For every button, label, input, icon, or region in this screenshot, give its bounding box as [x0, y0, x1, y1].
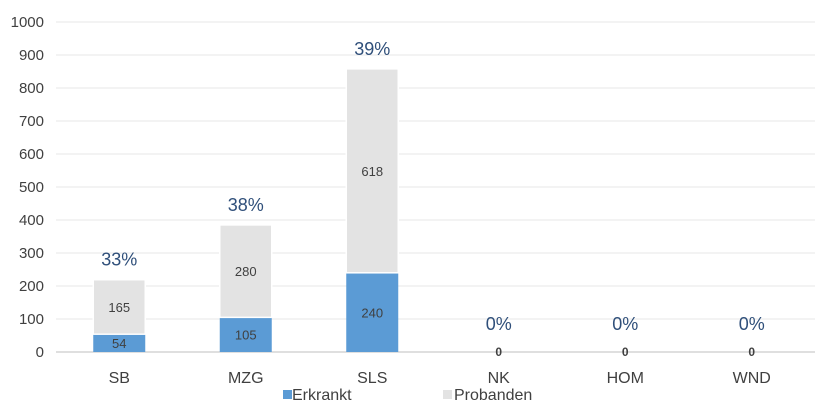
data-labels: 54 165 33% 105 280 38% 240 618 39% 0 0% 0 0% 0 0%: [101, 39, 765, 359]
bar-probanden: [219, 224, 273, 319]
gridlines: [56, 21, 815, 320]
x-axis: SB MZG SLS NK HOM WND: [109, 370, 771, 387]
data-label-erkrankt: 0: [495, 345, 502, 359]
data-label-probanden: 280: [235, 264, 257, 279]
y-tick-label: 1000: [11, 14, 44, 31]
y-axis: 0 100 200 300 400 500 600 700 800 900 1000: [11, 14, 815, 361]
data-label-erkrankt: 105: [235, 328, 257, 343]
x-tick-label: HOM: [607, 370, 644, 387]
y-tick-label: 900: [19, 47, 44, 64]
legend-label: Erkrankt: [292, 387, 352, 404]
y-tick-label: 100: [19, 311, 44, 328]
bars: [92, 68, 399, 352]
bar-erkrankt: [93, 334, 146, 352]
bar-probanden: [92, 278, 146, 335]
y-tick-label: 800: [19, 80, 44, 97]
percent-label: 33%: [101, 250, 137, 270]
y-tick-label: 400: [19, 212, 44, 229]
y-tick-label: 700: [19, 113, 44, 130]
data-label-erkrankt: 0: [622, 345, 629, 359]
y-tick-label: 200: [19, 278, 44, 295]
data-label-probanden: 165: [108, 300, 130, 315]
x-tick-label: MZG: [228, 370, 264, 387]
data-label-erkrankt: 240: [361, 305, 383, 320]
x-tick-label: NK: [488, 370, 511, 387]
percent-label: 0%: [486, 314, 512, 334]
legend-label: Probanden: [454, 387, 532, 404]
y-tick-label: 300: [19, 245, 44, 262]
bar-probanden: [345, 68, 399, 274]
legend-swatch: [443, 390, 452, 399]
percent-label: 38%: [228, 195, 264, 215]
data-label-erkrankt: 0: [748, 345, 755, 359]
x-tick-label: SLS: [357, 370, 387, 387]
y-tick-label: 0: [36, 344, 44, 361]
y-tick-label: 600: [19, 146, 44, 163]
percent-label: 39%: [354, 39, 390, 59]
legend-swatch: [283, 390, 292, 399]
data-label-probanden: 618: [361, 164, 383, 179]
bar-erkrankt: [219, 317, 272, 352]
y-tick-label: 500: [19, 179, 44, 196]
x-tick-label: SB: [109, 370, 130, 387]
bar-erkrankt: [346, 272, 399, 352]
percent-label: 0%: [739, 314, 765, 334]
data-label-erkrankt: 54: [112, 336, 126, 351]
percent-label: 0%: [612, 314, 638, 334]
x-tick-label: WND: [733, 370, 771, 387]
legend: Erkrankt Probanden: [283, 387, 532, 404]
